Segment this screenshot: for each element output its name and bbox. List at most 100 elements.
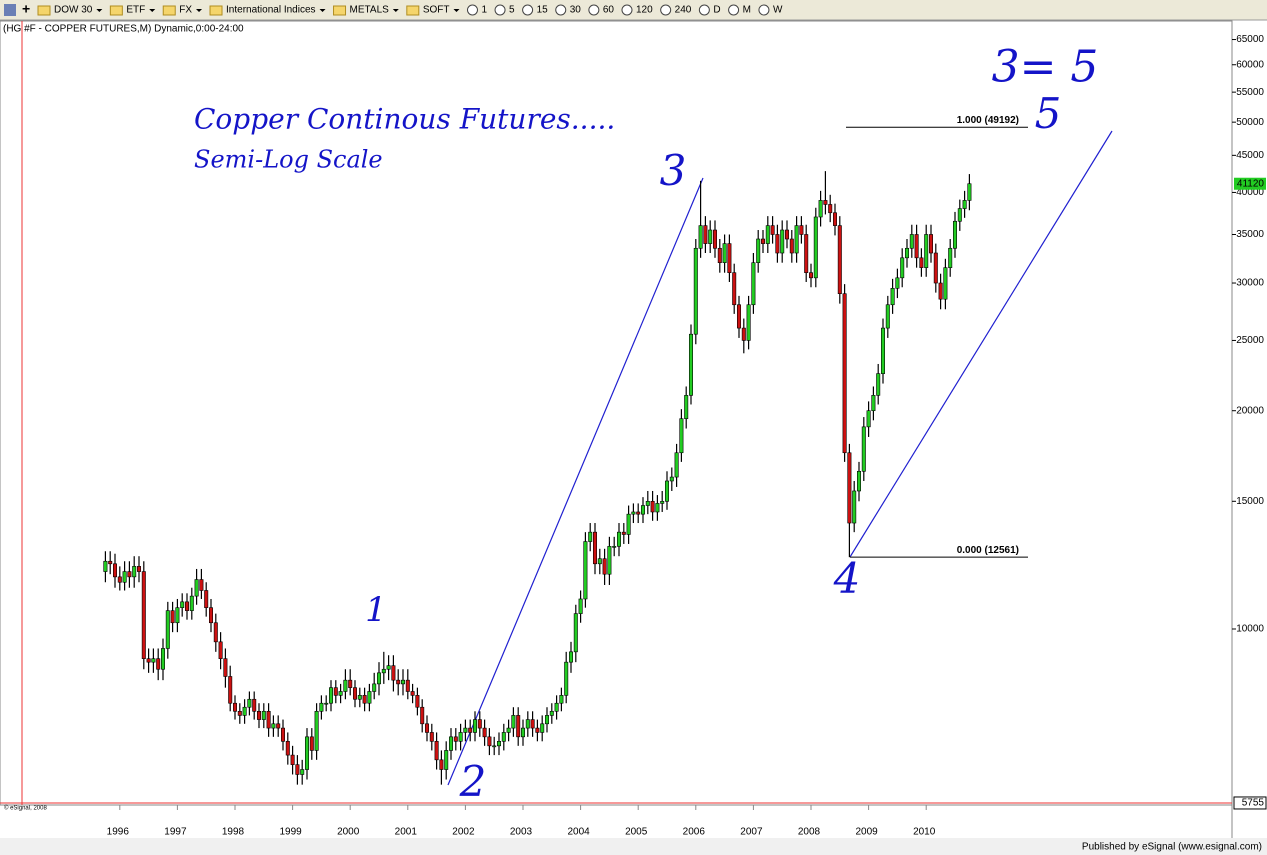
candle-body (804, 234, 809, 273)
toolbar-interval[interactable]: D (713, 5, 720, 16)
candle-body (828, 204, 833, 214)
toolbar-interval[interactable]: 30 (570, 5, 582, 16)
toolbar-interval[interactable]: 5 (509, 5, 515, 16)
candle-body (684, 395, 689, 419)
candle-body (640, 505, 645, 515)
candle-body (276, 723, 281, 729)
candle-body (933, 252, 938, 284)
candle-body (588, 531, 593, 542)
y-tick-label: 10000 (1236, 624, 1264, 635)
candle-body (477, 719, 482, 729)
interval-icon (522, 4, 534, 16)
candle-body (352, 687, 357, 700)
candle-body (885, 304, 890, 329)
candle-body (602, 558, 607, 575)
candle-body (674, 452, 679, 478)
toolbar-interval[interactable]: 240 (675, 5, 692, 16)
x-tick-label: 2002 (452, 827, 475, 838)
footer: Published by eSignal (www.esignal.com) (1082, 842, 1262, 853)
toolbar-interval[interactable]: W (773, 5, 783, 16)
copyright: © eSignal, 2008 (4, 805, 47, 812)
candle-body (194, 579, 199, 597)
candle-body (506, 727, 511, 733)
candle-body (328, 687, 333, 704)
dropdown-arrow (196, 9, 203, 12)
candle-body (314, 710, 319, 751)
candle-body (122, 571, 127, 583)
candle-body (679, 418, 684, 454)
x-tick-label: 1998 (222, 827, 245, 838)
candle-body (938, 282, 943, 300)
candle-body (703, 225, 708, 244)
candle-body (482, 727, 487, 738)
candle-body (242, 706, 247, 716)
toolbar-menu[interactable]: DOW 30 (54, 5, 93, 16)
candle-body (261, 710, 266, 720)
toolbar-interval[interactable]: 120 (636, 5, 653, 16)
toolbar-icon[interactable]: + (22, 1, 30, 17)
candle-body (391, 665, 396, 681)
candle-body (228, 676, 233, 704)
candle-body (223, 658, 228, 677)
candle-body (256, 710, 261, 720)
candle-body (669, 476, 674, 482)
candle-body (410, 691, 415, 696)
candle-body (592, 531, 597, 565)
candle-body (209, 607, 214, 624)
toolbar-menu[interactable]: SOFT (423, 5, 450, 16)
toolbar-interval[interactable]: 60 (603, 5, 615, 16)
candle-body (343, 679, 348, 692)
toolbar-menu[interactable]: International Indices (226, 5, 316, 16)
interval-icon (758, 4, 770, 16)
toolbar-interval[interactable]: M (743, 5, 751, 16)
candle-body (722, 243, 727, 264)
candle-body (544, 715, 549, 725)
candle-body (741, 327, 746, 341)
candle-body (866, 410, 871, 428)
candle-body (698, 225, 703, 249)
candle-body (784, 229, 789, 240)
candle-body (525, 719, 530, 729)
candle-body (137, 566, 142, 572)
candle-body (645, 501, 650, 506)
candle-body (108, 560, 113, 565)
candle-body (487, 736, 492, 747)
toolbar-icon[interactable] (4, 4, 16, 16)
toolbar-menu[interactable]: FX (179, 5, 192, 16)
candle-body (348, 679, 353, 688)
wave-label: 4 (833, 554, 861, 603)
candle-body (103, 560, 108, 572)
candle-body (871, 395, 876, 412)
candle-body (453, 736, 458, 742)
candle-body (549, 710, 554, 716)
candle-body (919, 257, 924, 268)
y-tick-label: 40000 (1236, 187, 1264, 198)
candle-body (823, 200, 828, 205)
candle-body (180, 601, 185, 608)
dropdown-arrow (149, 9, 156, 12)
candle-body (660, 501, 665, 504)
x-tick-label: 2006 (683, 827, 706, 838)
y-tick-label: 50000 (1236, 117, 1264, 128)
folder-icon (162, 5, 176, 16)
candle-body (468, 727, 473, 733)
candle-body (213, 622, 218, 643)
chart-header: (HG #F - COPPER FUTURES,M) Dynamic,0:00-… (3, 24, 244, 35)
candle-body (895, 277, 900, 289)
candle-body (780, 229, 785, 254)
candle-body (530, 719, 535, 729)
candle-body (146, 658, 151, 663)
toolbar-interval[interactable]: 1 (481, 5, 487, 16)
candle-body (952, 220, 957, 249)
toolbar-menu[interactable]: METALS (350, 5, 390, 16)
toolbar-menu[interactable]: ETF (126, 5, 145, 16)
candle-body (290, 754, 295, 765)
interval-icon (621, 4, 633, 16)
candle-body (362, 695, 367, 704)
toolbar-interval[interactable]: 15 (537, 5, 549, 16)
candle-body (914, 234, 919, 259)
trendline (447, 177, 704, 786)
candle-body (708, 229, 713, 244)
x-tick-label: 2008 (798, 827, 821, 838)
